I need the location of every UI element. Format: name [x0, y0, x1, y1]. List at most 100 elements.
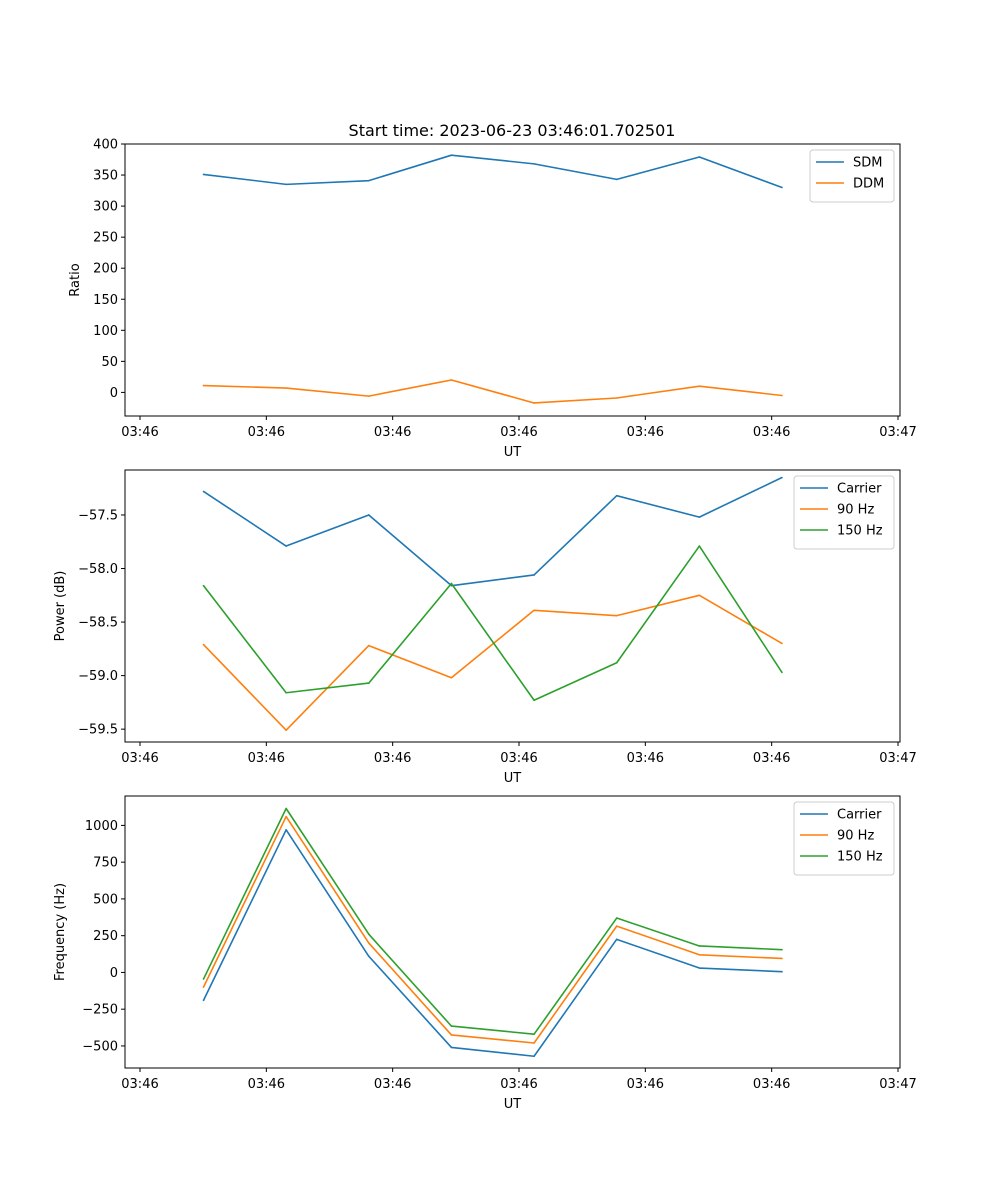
data-point [698, 953, 701, 956]
data-point [781, 642, 783, 645]
data-point [367, 644, 370, 647]
data-point [202, 490, 205, 493]
figure-title: Start time: 2023-06-23 03:46:01.702501 [349, 121, 676, 140]
legend-label: DDM [853, 177, 884, 192]
data-point [367, 395, 370, 397]
y-tick-label: 350 [93, 169, 118, 184]
x-tick-label: 03:46 [627, 751, 664, 766]
data-point [698, 967, 701, 969]
data-point [698, 545, 701, 547]
series-line-150-hz [202, 807, 783, 1035]
y-tick-label: 0 [110, 386, 118, 401]
legend-label: 150 Hz [837, 524, 883, 539]
legend: Carrier 90 Hz 150 Hz [793, 475, 895, 550]
x-tick-label: 03:46 [627, 425, 664, 440]
data-point [285, 815, 287, 818]
data-point [533, 609, 535, 612]
y-tick-label: −58.0 [78, 562, 118, 577]
y-tick-label: −500 [82, 1039, 118, 1054]
data-point [533, 1055, 535, 1058]
data-point [615, 925, 618, 927]
plot-frame [124, 469, 901, 743]
data-point [285, 183, 287, 186]
data-point [781, 186, 783, 189]
data-point [450, 154, 453, 156]
x-tick-label: 03:46 [500, 1077, 537, 1092]
data-point [615, 178, 618, 181]
x-tick-label: 03:46 [753, 425, 790, 440]
data-point [781, 957, 783, 960]
data-point [285, 545, 287, 547]
x-axis-label: UT [504, 445, 522, 460]
y-tick-label: 50 [101, 355, 118, 370]
x-tick-label: 03:46 [753, 751, 790, 766]
data-point [285, 387, 287, 389]
x-axis-label: UT [504, 1097, 522, 1112]
y-tick-label: −59.0 [78, 669, 118, 684]
x-tick-label: 03:46 [374, 751, 411, 766]
y-axis-label: Frequency (Hz) [53, 883, 68, 981]
data-point [202, 643, 205, 646]
legend-label: Carrier [837, 482, 882, 497]
data-point [285, 729, 287, 732]
data-point [450, 676, 453, 679]
y-tick-label: −57.5 [78, 508, 118, 523]
legend-label: Carrier [837, 808, 882, 823]
data-point [450, 1034, 453, 1036]
data-point [533, 402, 535, 404]
data-point [202, 978, 205, 980]
data-point [781, 970, 783, 973]
y-tick-label: 400 [93, 138, 118, 153]
data-point [285, 807, 287, 810]
series-line-sdm [203, 154, 783, 189]
data-point [698, 516, 701, 518]
data-point [781, 671, 783, 674]
y-tick-label: 200 [93, 262, 118, 277]
y-tick-label: 0 [110, 966, 118, 981]
data-point [450, 1025, 453, 1027]
y-tick-label: 500 [93, 892, 118, 907]
legend-label: SDM [853, 156, 882, 171]
data-point [367, 514, 370, 516]
legend-label: 90 Hz [837, 829, 874, 844]
y-tick-label: 750 [93, 856, 118, 871]
data-point [615, 917, 618, 919]
x-tick-label: 03:46 [248, 425, 285, 440]
data-point [781, 948, 783, 951]
legend-box [809, 149, 895, 203]
chart-panels: 0 50 100 150 200 250 300 350 400 03:46 03:46 03:46 0… [53, 138, 917, 1113]
data-point [285, 691, 287, 694]
data-point [533, 1033, 535, 1035]
legend-label: 90 Hz [837, 503, 874, 518]
x-tick-label: 03:47 [879, 751, 916, 766]
data-point [285, 829, 287, 831]
x-tick-label: 03:46 [121, 751, 158, 766]
data-point [367, 682, 370, 684]
data-point [781, 394, 783, 397]
y-tick-label: 250 [93, 231, 118, 246]
x-tick-label: 03:47 [879, 1077, 916, 1092]
chart-panel-3: −500 −250 0 250 500 750 1000 03:46 03:46 03:46 03:… [53, 795, 917, 1112]
data-point [367, 955, 370, 958]
x-tick-label: 03:46 [753, 1077, 790, 1092]
x-tick-label: 03:46 [500, 751, 537, 766]
series-line-90-hz [202, 594, 783, 732]
data-point [533, 574, 535, 576]
x-tick-label: 03:46 [627, 1077, 664, 1092]
y-tick-label: 150 [93, 293, 118, 308]
data-point [367, 942, 370, 944]
data-point [781, 476, 783, 479]
x-tick-label: 03:46 [121, 425, 158, 440]
data-point [615, 397, 618, 399]
y-tick-label: 100 [93, 324, 118, 339]
data-point [615, 494, 618, 497]
x-tick-label: 03:46 [374, 425, 411, 440]
y-tick-label: 1000 [85, 819, 118, 834]
series-line-150-hz [202, 545, 783, 702]
series-line-ddm [203, 379, 783, 404]
legend: SDM DDM [809, 149, 895, 203]
y-tick-label: 250 [93, 929, 118, 944]
data-point [450, 379, 453, 381]
data-point [202, 173, 205, 176]
data-point [698, 156, 701, 158]
